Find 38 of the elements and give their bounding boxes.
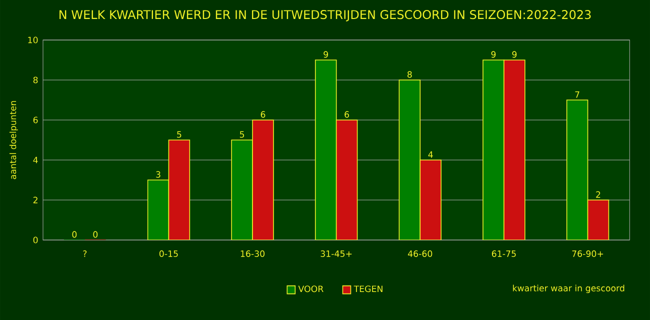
x-axis-title: kwartier waar in gescoord — [512, 284, 624, 294]
x-tick-label: 31-45+ — [320, 250, 352, 257]
data-label: 6 — [260, 111, 266, 118]
data-label: 2 — [596, 191, 600, 198]
data-label: 6 — [344, 111, 350, 118]
bar — [420, 160, 442, 240]
data-label: 4 — [428, 151, 433, 158]
y-tick-label: 6 — [33, 116, 38, 124]
data-label: 5 — [240, 131, 244, 138]
x-tick-label: 61-75 — [492, 250, 516, 257]
chart-title: N WELK KWARTIER WERD ER IN DE UITWEDSTRIJDEN GESCOORD IN SEIZOEN:2022-2023 — [60, 10, 591, 22]
data-label: 0 — [93, 231, 98, 238]
data-label: 8 — [407, 71, 412, 78]
x-tick-label: 76-90+ — [572, 250, 604, 257]
x-tick-label: 46-60 — [408, 250, 432, 257]
x-tick-label: 16-30 — [240, 250, 265, 257]
y-tick-label: 2 — [33, 196, 38, 204]
data-label: 3 — [156, 171, 160, 178]
data-label: 5 — [177, 131, 182, 138]
bar — [504, 60, 526, 240]
bar — [336, 120, 358, 240]
bar — [587, 200, 610, 240]
data-label: 9 — [491, 51, 496, 58]
data-label: 0 — [72, 231, 77, 238]
data-label: 9 — [512, 51, 517, 58]
y-axis-title: aantal doelpunten — [9, 101, 18, 180]
y-tick-label: 8 — [33, 76, 38, 84]
data-label: 9 — [324, 51, 328, 58]
legend-label: TEGEN — [354, 286, 382, 292]
bar — [168, 140, 190, 240]
y-tick-label: 10 — [28, 36, 38, 44]
x-tick-label: 0-15 — [159, 250, 178, 257]
data-label: 7 — [575, 91, 580, 98]
x-tick-label: ? — [83, 250, 87, 257]
legend-label: VOOR — [298, 286, 324, 292]
bar — [252, 120, 274, 240]
y-tick-label: 4 — [33, 156, 38, 164]
y-tick-label: 0 — [33, 236, 38, 244]
